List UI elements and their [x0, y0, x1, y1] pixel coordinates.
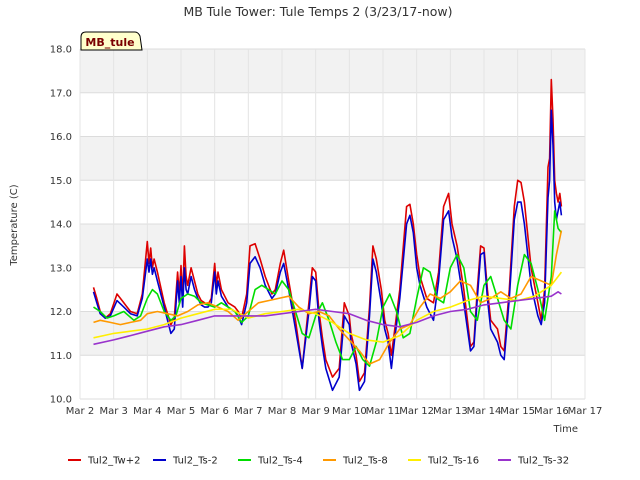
- plot-band: [80, 136, 585, 181]
- site-label-tag: MB_tule: [80, 31, 143, 51]
- series-line-tul2-ts-8: [93, 230, 563, 365]
- legend-label-tul2-ts-8: Tul2_Ts-8: [342, 456, 388, 467]
- x-tick-label: Mar 9: [301, 406, 329, 417]
- y-tick-label: 15.0: [50, 176, 72, 187]
- y-tick-label: 18.0: [50, 45, 72, 56]
- legend-label-tul2-ts-4: Tul2_Ts-4: [257, 456, 303, 467]
- x-tick-label: Mar 12: [399, 406, 434, 417]
- x-tick-label: Mar 13: [433, 406, 468, 417]
- series-layer: [92, 78, 563, 392]
- x-tick-label: Mar 8: [268, 406, 296, 417]
- x-tick-label: Mar 7: [234, 406, 262, 417]
- x-tick-label: Mar 11: [366, 406, 401, 417]
- y-tick-label: 10.0: [50, 395, 72, 406]
- legend-label-tul2-ts-16: Tul2_Ts-16: [427, 456, 479, 467]
- x-tick-label: Mar 16: [534, 406, 569, 417]
- plot-band: [80, 224, 585, 268]
- y-axis-label: Temperature (C): [9, 184, 20, 266]
- series-line-tul2-ts-32: [93, 290, 562, 346]
- legend: Tul2_Tw+2 Tul2_Ts-2 Tul2_Ts-4 Tul2_Ts-8 Tul2…: [68, 456, 569, 467]
- x-tick-label: Mar 14: [467, 406, 502, 417]
- x-tick-label: Mar 17: [568, 406, 603, 417]
- x-axis-label: Time: [553, 424, 578, 435]
- legend-label-tul2-tw-2: Tul2_Tw+2: [87, 456, 140, 467]
- x-tick-label: Mar 5: [167, 406, 195, 417]
- x-tick-label: Mar 2: [66, 406, 94, 417]
- x-tick-label: Mar 6: [200, 406, 228, 417]
- y-tick-label: 14.0: [50, 220, 72, 231]
- y-tick-label: 11.0: [50, 351, 72, 362]
- x-tick-label: Mar 10: [332, 406, 367, 417]
- axis-ticks: 10.0 11.0 12.0 13.0 14.0 15.0 16.0 17.0 18.0 Mar …: [50, 45, 603, 418]
- x-tick-label: Mar 4: [133, 406, 161, 417]
- legend-label-tul2-ts-2: Tul2_Ts-2: [172, 456, 218, 467]
- x-tick-label: Mar 3: [99, 406, 127, 417]
- series-line-tul2-tw-2: [92, 78, 563, 383]
- x-tick-label: Mar 15: [500, 406, 535, 417]
- series-line-tul2-ts-4: [93, 210, 563, 368]
- series-line-tul2-ts-16: [93, 271, 563, 343]
- plot-band: [80, 49, 585, 93]
- series-line-tul2-ts-2: [92, 109, 563, 392]
- y-tick-label: 12.0: [50, 307, 72, 318]
- legend-label-tul2-ts-32: Tul2_Ts-32: [517, 456, 569, 467]
- site-label: MB_tule: [85, 36, 134, 49]
- y-tick-label: 16.0: [50, 132, 72, 143]
- chart-title: MB Tule Tower: Tule Temps 2 (3/23/17-now…: [183, 4, 452, 19]
- y-tick-label: 13.0: [50, 263, 72, 274]
- y-tick-label: 17.0: [50, 88, 72, 99]
